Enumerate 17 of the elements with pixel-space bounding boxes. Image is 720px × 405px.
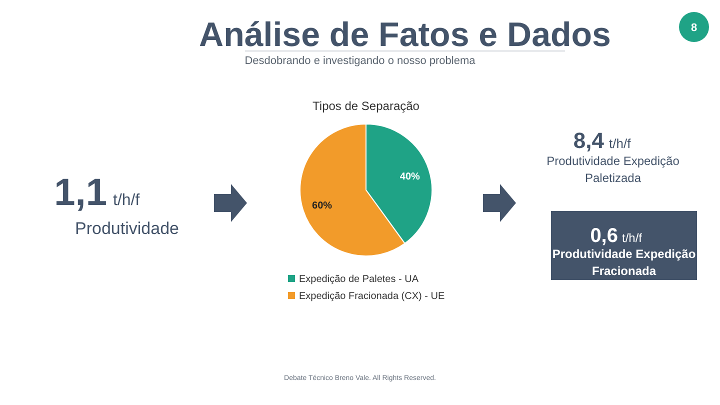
text: t/h/f (622, 231, 643, 245)
text: Produtividade Expedição Paletizada (546, 154, 680, 185)
text: 8,4 (573, 128, 605, 153)
data-label: 60% (312, 200, 332, 212)
text: t/h/f (609, 136, 632, 151)
text: Produtividade (75, 219, 179, 238)
text: 8 (690, 22, 698, 34)
legend-label: Expedição de Paletes - UA (299, 274, 419, 285)
chart-title: Tipos de Separação (312, 99, 420, 113)
text: 1,1 (54, 172, 107, 214)
text: Análise de Fatos e Dados (199, 16, 611, 54)
text: Produtividade Expedição Fracionada (552, 247, 696, 278)
text: 0,6 (590, 225, 618, 247)
legend-label: Expedição Fracionada (CX) - UE (299, 291, 445, 302)
text: t/h/f (113, 192, 140, 209)
data-label: 40% (400, 172, 420, 183)
text: Desdobrando e investigando o nosso problema (244, 55, 476, 67)
